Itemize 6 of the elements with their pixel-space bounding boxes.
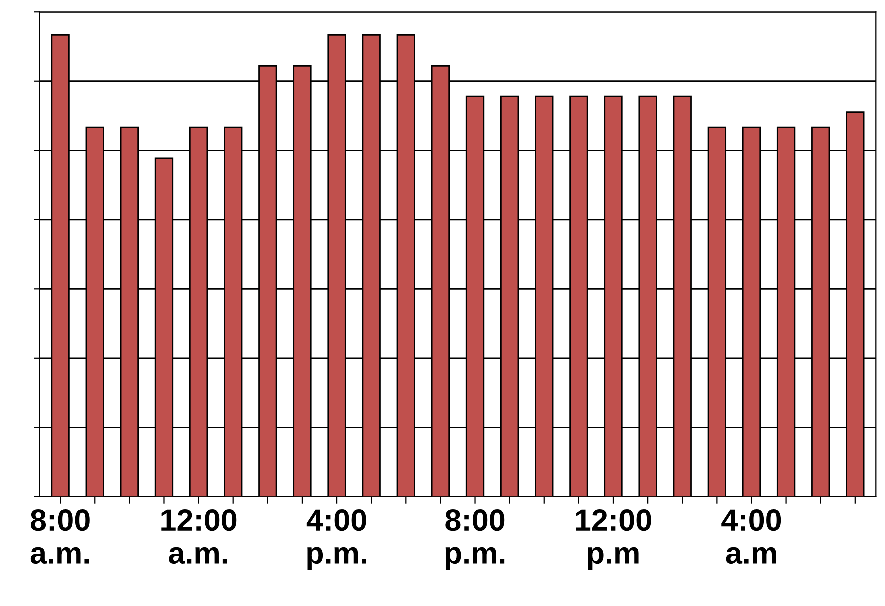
x-tick-label: 12:00 p.m (576, 510, 652, 570)
x-tick-label: 4:00 p.m. (306, 510, 366, 570)
x-tick-label: 8:00 p.m. (446, 510, 505, 570)
x-tick-label: 12:00 a.m. (162, 510, 237, 564)
x-tick-label: 8:00 a.m. (30, 510, 90, 564)
x-tick-label: 4:00 a.m (722, 510, 782, 564)
